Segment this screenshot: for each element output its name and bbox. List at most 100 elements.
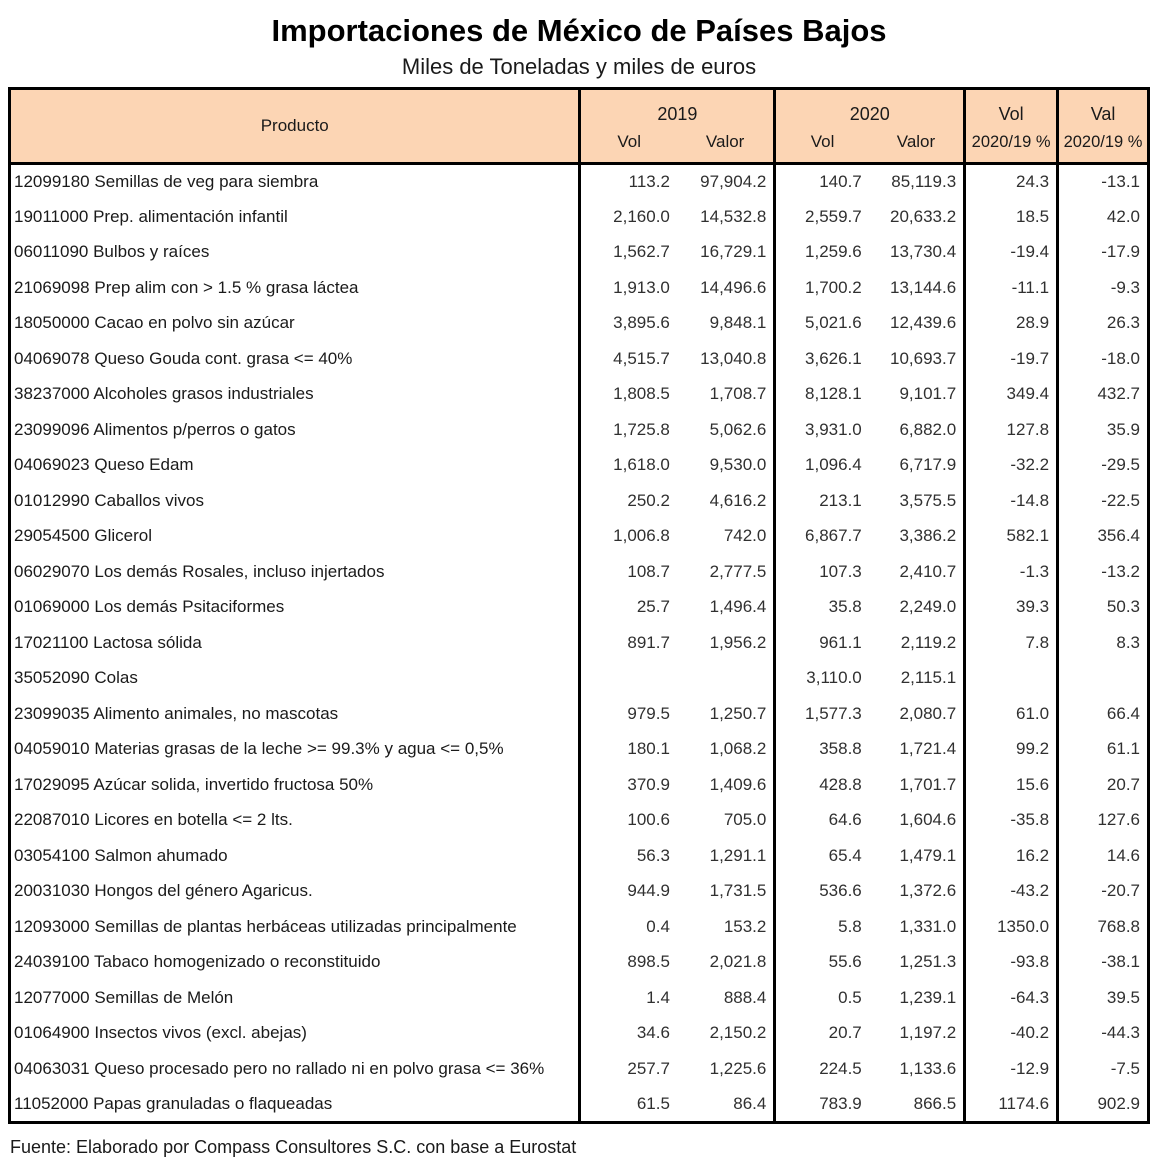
vol-2020-cell: 140.7 [773,163,869,199]
vol-2019-cell: 1,618.0 [578,447,677,483]
imports-table: Producto 2019 2020 Vol Val Vol Valor Vol… [8,87,1150,1124]
vol-2020-cell: 107.3 [773,554,869,590]
val-pct-cell: 26.3 [1056,305,1149,341]
vol-pct-cell: 15.6 [963,767,1058,803]
valor-2019-cell: 4,616.2 [709,490,767,510]
vol-2020-cell: 358.8 [773,731,869,767]
col-header-val-pct-period: 2020/19 % [1056,126,1149,164]
vol-pct-cell: -19.7 [963,341,1058,377]
table-row: 01064900 Insectos vivos (excl. abejas) 3… [10,1015,1149,1051]
vol-2020-cell: 65.4 [773,838,869,874]
valor-2020-cell: 1,239.1 [899,987,957,1007]
valor-2019-cell: 1,956.2 [709,632,767,652]
product-cell: 19011000 Prep. alimentación infantil [14,206,288,226]
vol-2020-cell: 5,021.6 [773,305,869,341]
table-row: 24039100 Tabaco homogenizado o reconstit… [10,944,1149,980]
vol-2019-cell: 1.4 [578,980,677,1016]
valor-2020-cell: 20,633.2 [890,206,957,226]
valor-2020-cell: 12,439.6 [890,313,957,333]
product-cell: 38237000 Alcoholes grasos industriales [14,384,314,404]
val-pct-cell: -13.1 [1056,163,1149,199]
valor-2020-cell: 1,372.6 [899,881,957,901]
product-cell: 24039100 Tabaco homogenizado o reconstit… [14,952,381,972]
table-row: 12093000 Semillas de plantas herbáceas u… [10,909,1149,945]
table-row: 38237000 Alcoholes grasos industriales 1… [10,376,1149,412]
vol-2020-cell: 1,577.3 [773,696,869,732]
vol-2020-cell: 0.5 [773,980,869,1016]
vol-2020-cell: 1,259.6 [773,234,869,270]
vol-pct-cell: -11.1 [963,270,1058,306]
val-pct-cell: -38.1 [1056,944,1149,980]
vol-2019-cell: 4,515.7 [578,341,677,377]
table-row: 29054500 Glicerol 1,006.8 742.0 6,867.7 … [10,518,1149,554]
valor-2020-cell: 13,144.6 [890,277,957,297]
valor-2019-cell: 14,532.8 [700,206,767,226]
valor-2020-cell: 6,882.0 [899,419,957,439]
product-cell: 18050000 Cacao en polvo sin azúcar [14,313,295,333]
val-pct-cell: -44.3 [1056,1015,1149,1051]
vol-2019-cell: 891.7 [578,625,677,661]
valor-2019-cell [677,661,775,697]
header-row-sub: Vol Valor Vol Valor 2020/19 % 2020/19 % [10,126,1149,164]
product-cell: 22087010 Licores en botella <= 2 lts. [14,810,293,830]
vol-2020-cell: 1,700.2 [773,270,869,306]
table-row: 04063031 Queso procesado pero no rallado… [10,1051,1149,1087]
vol-2019-cell: 1,913.0 [578,270,677,306]
vol-2019-cell: 944.9 [578,873,677,909]
valor-2019-cell: 2,150.2 [709,1023,767,1043]
vol-pct-cell: -14.8 [963,483,1058,519]
val-pct-cell: 20.7 [1056,767,1149,803]
product-cell: 06011090 Bulbos y raíces [14,242,210,262]
valor-2020-cell: 10,693.7 [890,348,957,368]
col-header-val-pct: Val [1056,88,1149,127]
vol-2019-cell: 113.2 [578,163,677,199]
vol-2020-cell: 224.5 [773,1051,869,1087]
valor-2019-cell: 1,708.7 [709,384,767,404]
vol-pct-cell: 99.2 [963,731,1058,767]
valor-2019-cell: 97,904.2 [700,172,767,191]
vol-2019-cell: 1,006.8 [578,518,677,554]
vol-pct-cell: 24.3 [963,163,1058,199]
page-title: Importaciones de México de Países Bajos [271,13,887,48]
vol-pct-cell: -64.3 [963,980,1058,1016]
valor-2020-cell: 1,479.1 [899,845,957,865]
val-pct-cell: -18.0 [1056,341,1149,377]
valor-2020-cell: 1,721.4 [899,739,957,759]
vol-2019-cell: 0.4 [578,909,677,945]
vol-2019-cell: 257.7 [578,1051,677,1087]
vol-pct-cell: 1350.0 [963,909,1058,945]
valor-2020-cell: 3,386.2 [899,526,957,546]
vol-pct-cell: 7.8 [963,625,1058,661]
valor-2020-cell: 1,604.6 [899,810,957,830]
product-cell: 03054100 Salmon ahumado [14,845,228,865]
valor-2019-cell: 1,068.2 [709,739,767,759]
col-header-2019-vol: Vol [578,126,677,164]
vol-2020-cell: 3,110.0 [773,660,869,696]
valor-2019-cell: 5,062.6 [709,419,767,439]
valor-2020-cell: 3,575.5 [899,490,957,510]
valor-2019-cell: 1,250.7 [709,703,767,723]
valor-2019-cell: 2,777.5 [709,561,767,581]
product-cell: 01012990 Caballos vivos [14,490,204,510]
vol-2020-cell: 35.8 [773,589,869,625]
vol-2019-cell: 898.5 [578,944,677,980]
col-header-vol-pct-period: 2020/19 % [963,126,1058,164]
vol-2020-cell: 8,128.1 [773,376,869,412]
vol-2019-cell: 61.5 [578,1086,677,1122]
product-cell: 04069023 Queso Edam [14,455,194,475]
product-cell: 06029070 Los demás Rosales, incluso inje… [14,561,385,581]
col-header-2020-vol: Vol [773,126,869,164]
product-cell: 12077000 Semillas de Melón [14,987,234,1007]
table-row: 04069078 Queso Gouda cont. grasa <= 40% … [10,341,1149,377]
header-row-groups: Producto 2019 2020 Vol Val [9,88,1149,164]
val-pct-cell: 8.3 [1056,625,1149,661]
valor-2020-cell: 2,410.7 [899,561,957,581]
vol-pct-cell: -12.9 [963,1051,1058,1087]
table-row: 01069000 Los demás Psitaciformes 25.7 1,… [10,589,1149,625]
table-row: 17029095 Azúcar solida, invertido fructo… [10,767,1149,803]
valor-2020-cell: 2,115.1 [900,668,957,688]
valor-2019-cell: 14,496.6 [700,277,767,297]
table-row: 01012990 Caballos vivos 250.2 4,616.2 21… [10,483,1149,519]
vol-2019-cell: 100.6 [578,802,677,838]
